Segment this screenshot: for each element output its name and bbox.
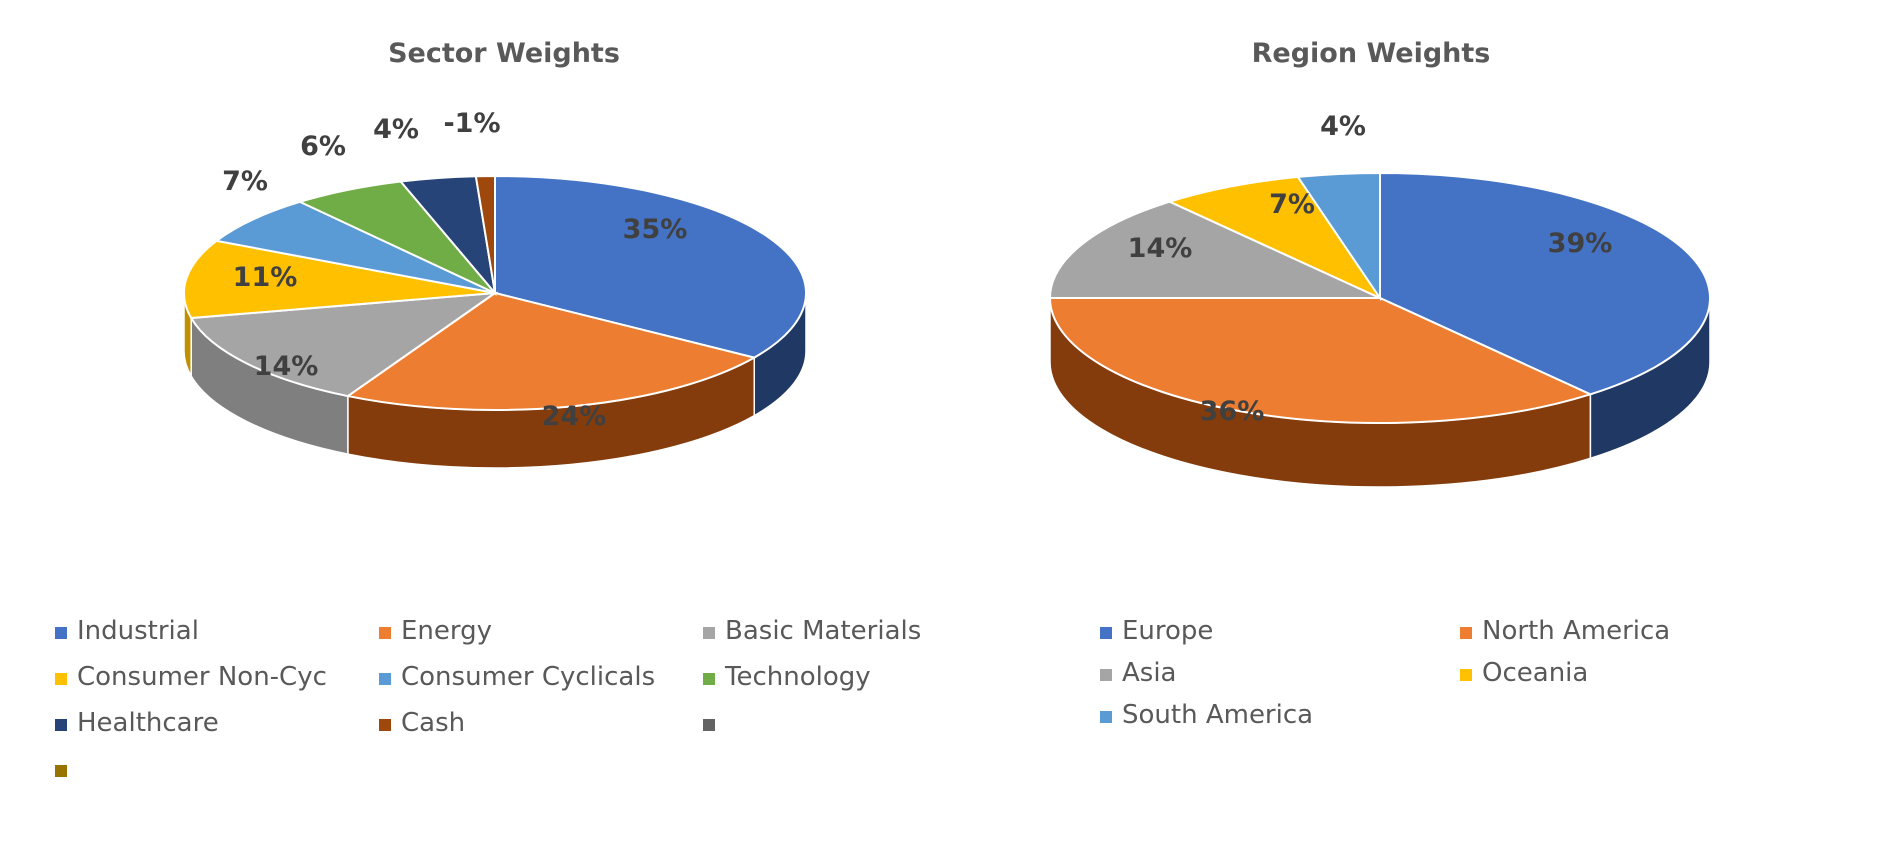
legend-label: Healthcare xyxy=(77,708,219,738)
data-label: 11% xyxy=(233,262,298,293)
data-label: 7% xyxy=(1269,189,1315,220)
legend-item: Technology xyxy=(703,662,871,692)
legend-label: Oceania xyxy=(1482,658,1588,688)
legend-item: Healthcare xyxy=(55,708,219,738)
legend-label: Cash xyxy=(401,708,465,738)
legend-item: Consumer Cyclicals xyxy=(379,662,655,692)
pie-slice xyxy=(345,291,757,411)
legend-item: Oceania xyxy=(1460,658,1588,688)
legend-item: Industrial xyxy=(55,616,199,646)
legend-swatch xyxy=(703,627,715,639)
legend-swatch xyxy=(55,765,67,777)
data-label: 4% xyxy=(373,114,419,145)
pie-data-labels: 39% 36% 14% 7% 4% xyxy=(1128,111,1613,427)
legend-swatch xyxy=(1460,627,1472,639)
pie-slice xyxy=(189,291,499,398)
data-label: -1% xyxy=(443,108,500,139)
data-label: 6% xyxy=(300,131,346,162)
legend-swatch xyxy=(1100,711,1112,723)
data-label: 7% xyxy=(222,166,268,197)
pie-slice xyxy=(1048,297,1594,424)
chart-title: Sector Weights xyxy=(388,38,620,69)
legend-swatch xyxy=(55,673,67,685)
data-label: 35% xyxy=(623,214,688,245)
legend: Industrial Energy Basic Materials Consumer … xyxy=(55,616,921,777)
pie-tops xyxy=(183,174,807,411)
legend-swatch xyxy=(379,627,391,639)
legend-item: Cash xyxy=(379,708,465,738)
legend: Europe North America Asia Oceania South Amer… xyxy=(1100,616,1670,730)
legend-swatch xyxy=(55,627,67,639)
legend-item: Asia xyxy=(1100,658,1177,688)
pie-tops xyxy=(1048,171,1711,424)
pie-data-labels: 35% 24% 14% 11% 7% 6% 4% -1% xyxy=(222,108,687,432)
pie-slice xyxy=(183,239,496,320)
region-weights-chart: Region Weights 39% 36% 14% 7% 4% Europe North… xyxy=(1048,38,1711,730)
legend-label: North America xyxy=(1482,616,1670,646)
data-label: 14% xyxy=(254,351,319,382)
legend-label: Energy xyxy=(401,616,492,646)
pie-slice xyxy=(1296,171,1381,302)
sector-weights-chart: Sector Weights 35% 24% 14% 11% 7% 6% 4% -1% Ind… xyxy=(55,38,921,777)
legend-item: Energy xyxy=(379,616,492,646)
legend-swatch xyxy=(1460,669,1472,681)
pie-slice xyxy=(1166,175,1383,301)
chart-title: Region Weights xyxy=(1252,38,1491,69)
pie-slice xyxy=(1048,200,1381,299)
data-label: 14% xyxy=(1128,233,1193,264)
legend-item: Consumer Non-Cyc xyxy=(55,662,327,692)
data-label: 24% xyxy=(542,401,607,432)
legend-item: North America xyxy=(1460,616,1670,646)
legend-label: Consumer Non-Cyc xyxy=(77,662,327,692)
legend-item: South America xyxy=(1100,700,1313,730)
data-label: 36% xyxy=(1200,396,1265,427)
data-label: 4% xyxy=(1320,111,1366,142)
legend-swatch xyxy=(379,719,391,731)
legend-swatch xyxy=(703,673,715,685)
legend-label: Industrial xyxy=(77,616,199,646)
pie-slice xyxy=(214,200,496,294)
legend-label: South America xyxy=(1122,700,1313,730)
legend-item xyxy=(703,719,715,731)
legend-label: Basic Materials xyxy=(725,616,921,646)
legend-swatch xyxy=(379,673,391,685)
legend-label: Consumer Cyclicals xyxy=(401,662,655,692)
legend-item xyxy=(55,765,67,777)
pie-slice xyxy=(1379,171,1711,396)
legend-swatch xyxy=(55,719,67,731)
data-label: 39% xyxy=(1548,228,1613,259)
legend-label: Technology xyxy=(724,662,871,692)
legend-item: Basic Materials xyxy=(703,616,921,646)
legend-swatch xyxy=(703,719,715,731)
legend-swatch xyxy=(1100,669,1112,681)
legend-item: Europe xyxy=(1100,616,1213,646)
legend-label: Asia xyxy=(1122,658,1177,688)
legend-swatch xyxy=(1100,627,1112,639)
pie-slice xyxy=(474,174,496,294)
legend-label: Europe xyxy=(1122,616,1213,646)
